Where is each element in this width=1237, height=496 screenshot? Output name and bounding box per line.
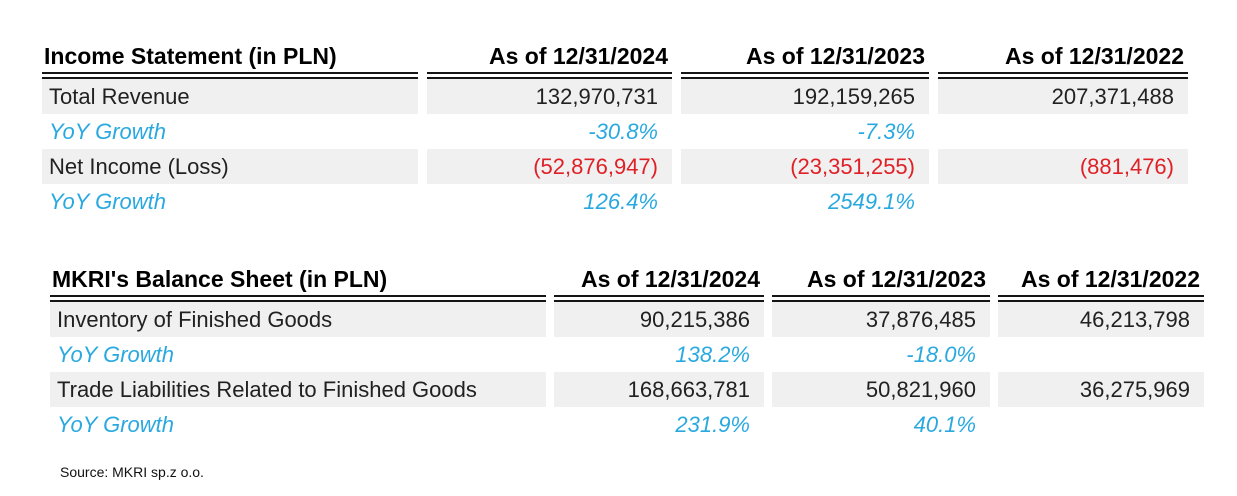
value-cell: 192,159,265 xyxy=(681,79,929,114)
value-cell: 36,275,969 xyxy=(998,372,1204,407)
value-cell: 207,371,488 xyxy=(938,79,1188,114)
column-header: As of 12/31/2024 xyxy=(427,40,672,79)
value-cell: (881,476) xyxy=(938,149,1188,184)
table-title: Income Statement (in PLN) xyxy=(42,40,418,79)
value-cell: 46,213,798 xyxy=(998,302,1204,337)
row-label: Total Revenue xyxy=(42,79,418,114)
source-note: Source: MKRI sp.z o.o. xyxy=(60,464,204,480)
growth-cell: -30.8% xyxy=(588,119,658,144)
growth-cell: -18.0% xyxy=(906,342,976,367)
income-statement-table: Income Statement (in PLN) As of 12/31/20… xyxy=(42,40,1188,219)
growth-cell: 2549.1% xyxy=(828,189,915,214)
column-header: As of 12/31/2023 xyxy=(772,263,990,302)
row-label: YoY Growth xyxy=(57,412,174,437)
growth-cell: -7.3% xyxy=(857,119,915,144)
growth-cell: 138.2% xyxy=(675,342,750,367)
growth-cell: 40.1% xyxy=(913,412,976,437)
value-cell: 50,821,960 xyxy=(772,372,990,407)
growth-cell xyxy=(998,337,1204,372)
value-cell: 90,215,386 xyxy=(554,302,764,337)
row-label: Inventory of Finished Goods xyxy=(50,302,546,337)
row-label: YoY Growth xyxy=(49,119,166,144)
row-label: Net Income (Loss) xyxy=(42,149,418,184)
value-cell: (23,351,255) xyxy=(681,149,929,184)
column-header: As of 12/31/2023 xyxy=(681,40,929,79)
growth-cell xyxy=(938,114,1188,149)
growth-cell: 231.9% xyxy=(675,412,750,437)
growth-cell xyxy=(998,407,1204,442)
row-label: Trade Liabilities Related to Finished Go… xyxy=(50,372,546,407)
growth-cell xyxy=(938,184,1188,219)
growth-cell: 126.4% xyxy=(583,189,658,214)
value-cell: 168,663,781 xyxy=(554,372,764,407)
row-label: YoY Growth xyxy=(57,342,174,367)
value-cell: 37,876,485 xyxy=(772,302,990,337)
column-header: As of 12/31/2022 xyxy=(998,263,1204,302)
row-label: YoY Growth xyxy=(49,189,166,214)
value-cell: 132,970,731 xyxy=(427,79,672,114)
balance-sheet-table: MKRI's Balance Sheet (in PLN) As of 12/3… xyxy=(50,263,1204,442)
column-header: As of 12/31/2022 xyxy=(938,40,1188,79)
column-header: As of 12/31/2024 xyxy=(554,263,764,302)
value-cell: (52,876,947) xyxy=(427,149,672,184)
table-title: MKRI's Balance Sheet (in PLN) xyxy=(50,263,546,302)
